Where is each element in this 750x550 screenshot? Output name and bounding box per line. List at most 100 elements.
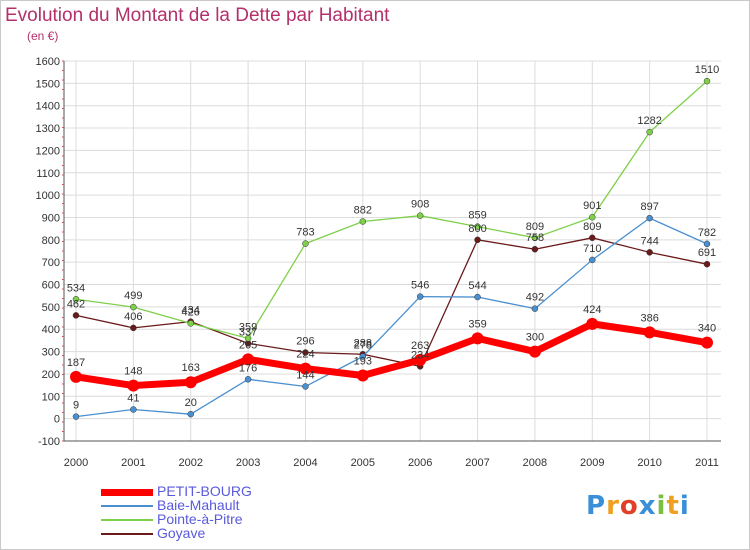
data-point bbox=[130, 303, 137, 311]
data-label: 41 bbox=[127, 392, 139, 404]
data-label: 809 bbox=[526, 221, 544, 233]
data-label: 908 bbox=[411, 199, 429, 211]
series-line-Goyave bbox=[75, 237, 708, 367]
data-label: 193 bbox=[354, 356, 372, 368]
data-label: 859 bbox=[468, 210, 486, 222]
x-tick-label: 2006 bbox=[408, 457, 432, 469]
data-point bbox=[701, 336, 713, 349]
logo-letter: o bbox=[619, 491, 639, 521]
data-label: 710 bbox=[583, 243, 601, 255]
data-point bbox=[187, 320, 194, 327]
data-label: 462 bbox=[67, 298, 85, 310]
data-label: 265 bbox=[239, 339, 257, 351]
data-label: 492 bbox=[526, 292, 544, 304]
logo-letter: P bbox=[586, 491, 607, 521]
y-tick-label: 300 bbox=[42, 347, 60, 359]
data-label: 263 bbox=[411, 340, 429, 352]
data-label: 224 bbox=[296, 349, 314, 361]
x-tick-label: 2008 bbox=[523, 457, 547, 469]
data-point bbox=[302, 240, 309, 247]
data-point bbox=[589, 256, 596, 264]
data-label: 386 bbox=[640, 312, 658, 324]
series-line-Baie-Mahault bbox=[75, 217, 708, 418]
data-point bbox=[586, 317, 599, 330]
x-tick-label: 2001 bbox=[121, 457, 145, 469]
data-label: 278 bbox=[354, 340, 372, 352]
y-tick-label: 900 bbox=[42, 212, 60, 224]
y-tick-label: 1300 bbox=[36, 123, 60, 135]
data-point bbox=[302, 383, 309, 390]
data-label: 337 bbox=[239, 326, 257, 338]
data-point bbox=[302, 349, 309, 356]
data-point bbox=[703, 77, 711, 85]
legend-item: PETIT-BOURG bbox=[101, 483, 301, 499]
data-label: 340 bbox=[698, 323, 716, 335]
data-point bbox=[646, 249, 653, 256]
data-label: 187 bbox=[67, 357, 85, 369]
x-tick-label: 2002 bbox=[178, 457, 202, 469]
data-label: 20 bbox=[185, 397, 197, 409]
data-label: 434 bbox=[182, 305, 200, 317]
data-point bbox=[184, 376, 197, 389]
data-label: 163 bbox=[182, 362, 200, 374]
data-point bbox=[646, 214, 653, 222]
y-tick-label: 500 bbox=[42, 302, 60, 314]
data-point bbox=[474, 293, 481, 301]
data-label: 744 bbox=[640, 235, 658, 247]
data-point bbox=[359, 218, 367, 225]
data-point bbox=[528, 345, 541, 358]
data-point bbox=[474, 236, 481, 244]
logo-letter: i bbox=[679, 491, 690, 521]
y-tick-label: 0 bbox=[54, 414, 60, 426]
plot-area bbox=[64, 61, 721, 441]
y-tick-label: 600 bbox=[42, 280, 60, 292]
x-tick-label: 2003 bbox=[236, 457, 260, 469]
chart-unit-label: (en €) bbox=[27, 29, 59, 43]
data-point bbox=[244, 376, 252, 383]
data-point bbox=[359, 353, 367, 360]
logo-letter: x bbox=[638, 491, 657, 521]
x-tick-label: 2005 bbox=[351, 457, 375, 469]
legend-label: Goyave bbox=[157, 525, 206, 541]
data-point bbox=[589, 234, 596, 242]
data-label: 782 bbox=[698, 227, 716, 239]
y-tick-label: 1400 bbox=[36, 101, 60, 113]
data-point bbox=[589, 213, 596, 221]
data-point bbox=[356, 369, 369, 382]
data-label: 901 bbox=[583, 200, 601, 212]
data-label: 1510 bbox=[695, 64, 719, 76]
logo-letter: i bbox=[656, 491, 667, 521]
chart-title: Evolution du Montant de la Dette par Hab… bbox=[5, 5, 390, 26]
data-point bbox=[416, 212, 424, 219]
legend-label: PETIT-BOURG bbox=[157, 483, 252, 499]
y-tick-label: 1500 bbox=[36, 78, 60, 90]
data-point bbox=[72, 296, 80, 303]
data-point bbox=[127, 379, 140, 392]
data-label: 783 bbox=[296, 227, 314, 239]
data-point bbox=[416, 293, 424, 300]
legend-item: Pointe-à-Pitre bbox=[101, 511, 301, 527]
data-point bbox=[471, 332, 484, 345]
data-label: 144 bbox=[296, 369, 314, 381]
y-tick-label: 1100 bbox=[36, 168, 60, 180]
series-layer bbox=[70, 77, 713, 420]
data-label: 406 bbox=[124, 311, 142, 323]
x-tick-label: 2009 bbox=[580, 457, 604, 469]
data-point bbox=[70, 370, 82, 383]
proxiti-logo: Proxiti bbox=[586, 491, 690, 521]
axis-layer: -100 0 100 200 300 400 500 600 700 800 900 1000 1100… bbox=[36, 56, 721, 469]
y-tick-label: 800 bbox=[42, 235, 60, 247]
data-point bbox=[187, 410, 194, 418]
x-tick-label: 2011 bbox=[695, 457, 719, 469]
data-label: 544 bbox=[468, 280, 486, 292]
data-label: 534 bbox=[67, 282, 85, 294]
data-point bbox=[244, 335, 252, 342]
data-label: 424 bbox=[583, 304, 601, 316]
data-label: 1282 bbox=[637, 115, 661, 127]
data-label: 148 bbox=[124, 366, 142, 378]
x-tick-label: 2000 bbox=[64, 457, 88, 469]
data-label: 359 bbox=[239, 321, 257, 333]
legend-label: Baie-Mahault bbox=[157, 497, 240, 513]
